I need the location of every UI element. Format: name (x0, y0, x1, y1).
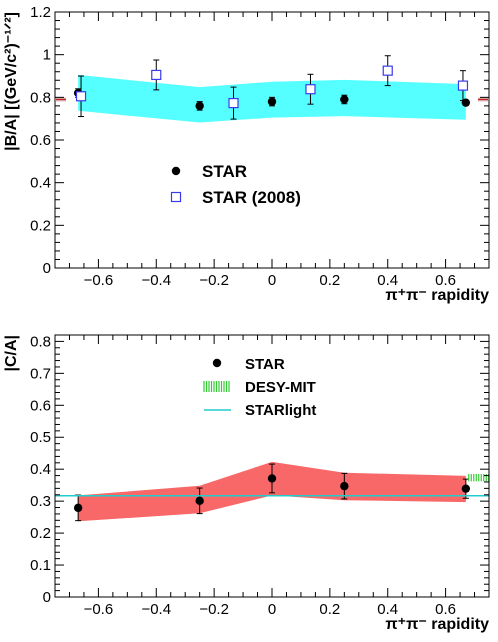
panel-bottom: −0.6 −0.4 −0.2 0 0.2 0.4 0.6 0 0.1 0.2 0.3 0.4 0.5 0.… (3, 333, 490, 633)
data-point-star-2008 (305, 84, 316, 95)
y-tick-label: 1.2 (30, 4, 51, 21)
x-tick-label: 0.6 (435, 272, 456, 289)
legend-starlight-label: STARlight (245, 402, 316, 419)
y-axis-label: |B/A| [(GeV/c²)⁻¹ᐟ²] (3, 12, 20, 151)
legend-star2008-marker (170, 191, 182, 203)
data-point-star (340, 95, 349, 104)
data-point-star-2008 (151, 69, 162, 81)
data-point-star-2008 (75, 91, 87, 102)
x-axis-label: π⁺π⁻ rapidity (385, 616, 489, 633)
y-tick-label: 0.6 (30, 397, 51, 414)
x-tick-label: 0 (268, 272, 276, 289)
legend-star-label: STAR (245, 356, 285, 373)
y-tick-label: 0.5 (30, 429, 51, 446)
data-point-star-2008 (228, 97, 239, 109)
x-tick-label: 0.4 (377, 272, 398, 289)
data-point-star (195, 496, 204, 506)
y-tick-label: 0.7 (30, 365, 51, 382)
x-tick-label: 0.2 (319, 601, 340, 618)
y-tick-label: 0.4 (30, 461, 51, 478)
x-tick-label: 0 (268, 601, 276, 618)
legend-star-label: STAR (202, 162, 247, 181)
x-tick-label: −0.6 (84, 601, 114, 618)
data-point-star (267, 474, 277, 483)
x-tick-label: 0.2 (319, 272, 340, 289)
y-tick-label: 0.8 (30, 333, 51, 350)
x-tick-label: −0.4 (141, 601, 171, 618)
x-tick-label: 0.4 (377, 601, 398, 618)
data-point-star (461, 484, 471, 493)
y-tick-label: 1 (43, 47, 51, 64)
x-tick-label: 0.6 (435, 601, 456, 618)
x-axis-label: π⁺π⁻ rapidity (385, 287, 489, 304)
data-point-star-2008 (382, 65, 393, 76)
legend-star-marker (171, 166, 181, 176)
x-tick-label: −0.4 (141, 272, 171, 289)
x-tick-label: −0.2 (199, 601, 229, 618)
y-tick-label: 0.8 (30, 89, 51, 106)
legend-desy-mit-label: DESY-MIT (245, 379, 316, 396)
plot-frame (54, 11, 490, 269)
x-tick-label: −0.2 (199, 272, 229, 289)
x-tick-label: −0.6 (84, 272, 114, 289)
y-tick-label: 0 (43, 589, 51, 606)
y-tick-label: 0.3 (30, 493, 51, 510)
y-tick-label: 0.1 (30, 557, 51, 574)
y-tick-label: 0.2 (30, 525, 51, 542)
data-point-star (73, 503, 83, 513)
y-axis-label: |C/A| (3, 335, 20, 372)
data-point-star (195, 101, 204, 111)
data-point-star (267, 97, 277, 106)
panel-top: −0.6 −0.4 −0.2 0 0.2 0.4 0.6 0 0.2 0.4 0.6 0.8 1 1.2 π… (3, 4, 490, 304)
y-tick-label: 0 (43, 260, 51, 277)
y-tick-label: 0.4 (30, 175, 51, 192)
legend-star-marker (212, 358, 222, 368)
legend-star2008-label: STAR (2008) (202, 188, 301, 207)
data-point-star-2008 (457, 80, 469, 91)
y-tick-label: 0.6 (30, 132, 51, 149)
data-point-star (340, 481, 349, 491)
y-tick-label: 0.2 (30, 217, 51, 234)
